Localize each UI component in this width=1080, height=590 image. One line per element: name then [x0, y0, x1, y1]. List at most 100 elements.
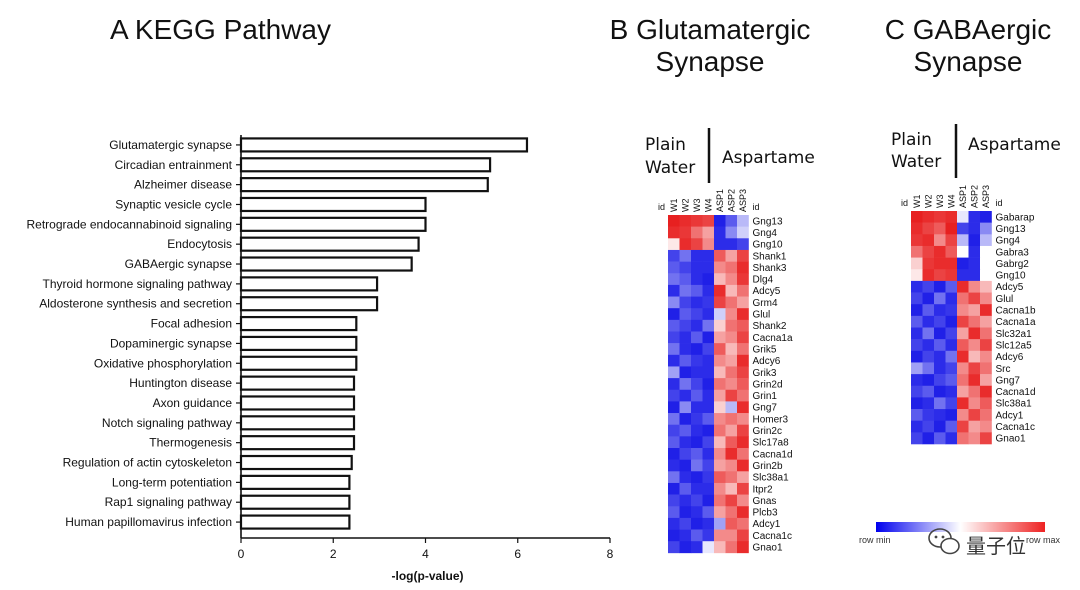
- heatmap-cell: [679, 471, 692, 484]
- gene-label: Plcb3: [753, 508, 778, 519]
- gene-label: Grin2d: [753, 379, 783, 390]
- heatmap-cell: [922, 315, 935, 328]
- bar-label: Long-term potentiation: [112, 475, 232, 489]
- heatmap-cell: [714, 459, 726, 472]
- bar-label: Rap1 signaling pathway: [105, 495, 232, 509]
- heatmap-cell: [911, 222, 923, 235]
- row-id-label: id: [996, 198, 1003, 208]
- heatmap-cell: [945, 315, 958, 328]
- bar-label: Human papillomavirus infection: [65, 515, 232, 529]
- heatmap-cell: [957, 432, 969, 445]
- column-label: W3: [692, 199, 702, 213]
- gene-label: Cacna1d: [996, 387, 1036, 398]
- heatmap-cell: [679, 541, 692, 554]
- heatmap-cell: [922, 304, 935, 317]
- heatmap-cell: [968, 257, 981, 270]
- heatmap-cell: [714, 284, 726, 297]
- heatmap-cell: [702, 436, 715, 449]
- heatmap-cell: [980, 350, 992, 363]
- heatmap-cell: [668, 459, 680, 472]
- heatmap-cell: [957, 269, 969, 282]
- heatmap-cell: [934, 362, 946, 375]
- heatmap-cell: [911, 350, 923, 363]
- heatmap-cell: [922, 234, 935, 247]
- heatmap-cell: [911, 304, 923, 317]
- heatmap-cell: [679, 378, 692, 391]
- heatmap-cell: [911, 211, 923, 223]
- gene-label: Gnas: [753, 496, 777, 507]
- heatmap-cell: [725, 436, 738, 449]
- heatmap-cell: [691, 354, 703, 367]
- bar-label: Thyroid hormone signaling pathway: [43, 277, 232, 291]
- gene-label: Slc38a1: [996, 399, 1033, 410]
- watermark-text: 量子位: [966, 534, 1026, 558]
- heatmap-cell: [911, 339, 923, 352]
- heatmap-cell: [980, 374, 992, 387]
- heatmap-cell: [714, 494, 726, 507]
- heatmap-cell: [968, 339, 981, 352]
- heatmap-cell: [945, 397, 958, 410]
- heatmap-cell: [714, 517, 726, 530]
- x-tick-label: 0: [238, 547, 245, 561]
- heatmap-cell: [725, 494, 738, 507]
- heatmap-cell: [934, 339, 946, 352]
- heatmap-cell: [714, 506, 726, 519]
- heatmap-cell: [922, 420, 935, 433]
- heatmap-cell: [679, 448, 692, 460]
- heatmap-cell: [922, 397, 935, 410]
- heatmap-cell: [968, 211, 981, 223]
- wechat-icon: [928, 528, 960, 555]
- heatmap-cell: [725, 308, 738, 321]
- heatmap-cell: [725, 238, 738, 251]
- bar-label: Notch signaling pathway: [102, 416, 232, 430]
- column-label: ASP3: [981, 185, 991, 208]
- heatmap-cell: [737, 343, 749, 356]
- heatmap-cell: [945, 374, 958, 387]
- heatmap-cell: [957, 315, 969, 328]
- row-id-label: id: [753, 202, 760, 212]
- heatmap-cell: [714, 261, 726, 274]
- column-label: ASP3: [738, 189, 748, 212]
- heatmap-cell: [679, 401, 692, 414]
- gene-label: Grik3: [753, 368, 777, 379]
- heatmap-cell: [725, 215, 738, 227]
- heatmap-cell: [702, 331, 715, 344]
- heatmap-cell: [911, 432, 923, 445]
- x-tick-label: 4: [422, 547, 429, 561]
- heatmap-cell: [714, 401, 726, 414]
- heatmap-cell: [922, 222, 935, 235]
- heatmap-cell: [957, 304, 969, 317]
- bar-label: Huntington disease: [129, 376, 232, 390]
- gene-label: Slc17a8: [753, 438, 790, 449]
- heatmap-cell: [945, 257, 958, 270]
- heatmap-cell: [679, 249, 692, 262]
- gene-label: Gnao1: [753, 543, 783, 554]
- gene-label: Gng7: [996, 375, 1021, 386]
- heatmap-cell: [725, 517, 738, 530]
- heatmap-cell: [945, 409, 958, 421]
- heatmap-cell: [957, 222, 969, 235]
- heatmap-cell: [737, 471, 749, 484]
- heatmap-cell: [702, 249, 715, 262]
- x-tick-label: 8: [607, 547, 614, 561]
- heatmap-cell: [980, 385, 992, 398]
- heatmap-cell: [668, 296, 680, 309]
- heatmap-cell: [714, 273, 726, 286]
- title-line-2: Synapse: [655, 46, 765, 77]
- heatmap-cell: [668, 401, 680, 414]
- heatmap-cell: [679, 331, 692, 344]
- heatmap-cell: [668, 261, 680, 274]
- heatmap-cell: [968, 222, 981, 235]
- heatmap-cell: [714, 366, 726, 379]
- heatmap-cell: [922, 350, 935, 363]
- heatmap-cell: [668, 343, 680, 356]
- heatmap-cell: [725, 413, 738, 425]
- gene-label: Cacna1a: [753, 333, 793, 344]
- column-label: W1: [912, 195, 922, 209]
- heatmap-cell: [934, 350, 946, 363]
- gene-label: Gng13: [996, 224, 1026, 235]
- heatmap-cell: [679, 436, 692, 449]
- bar-label: Endocytosis: [167, 237, 232, 251]
